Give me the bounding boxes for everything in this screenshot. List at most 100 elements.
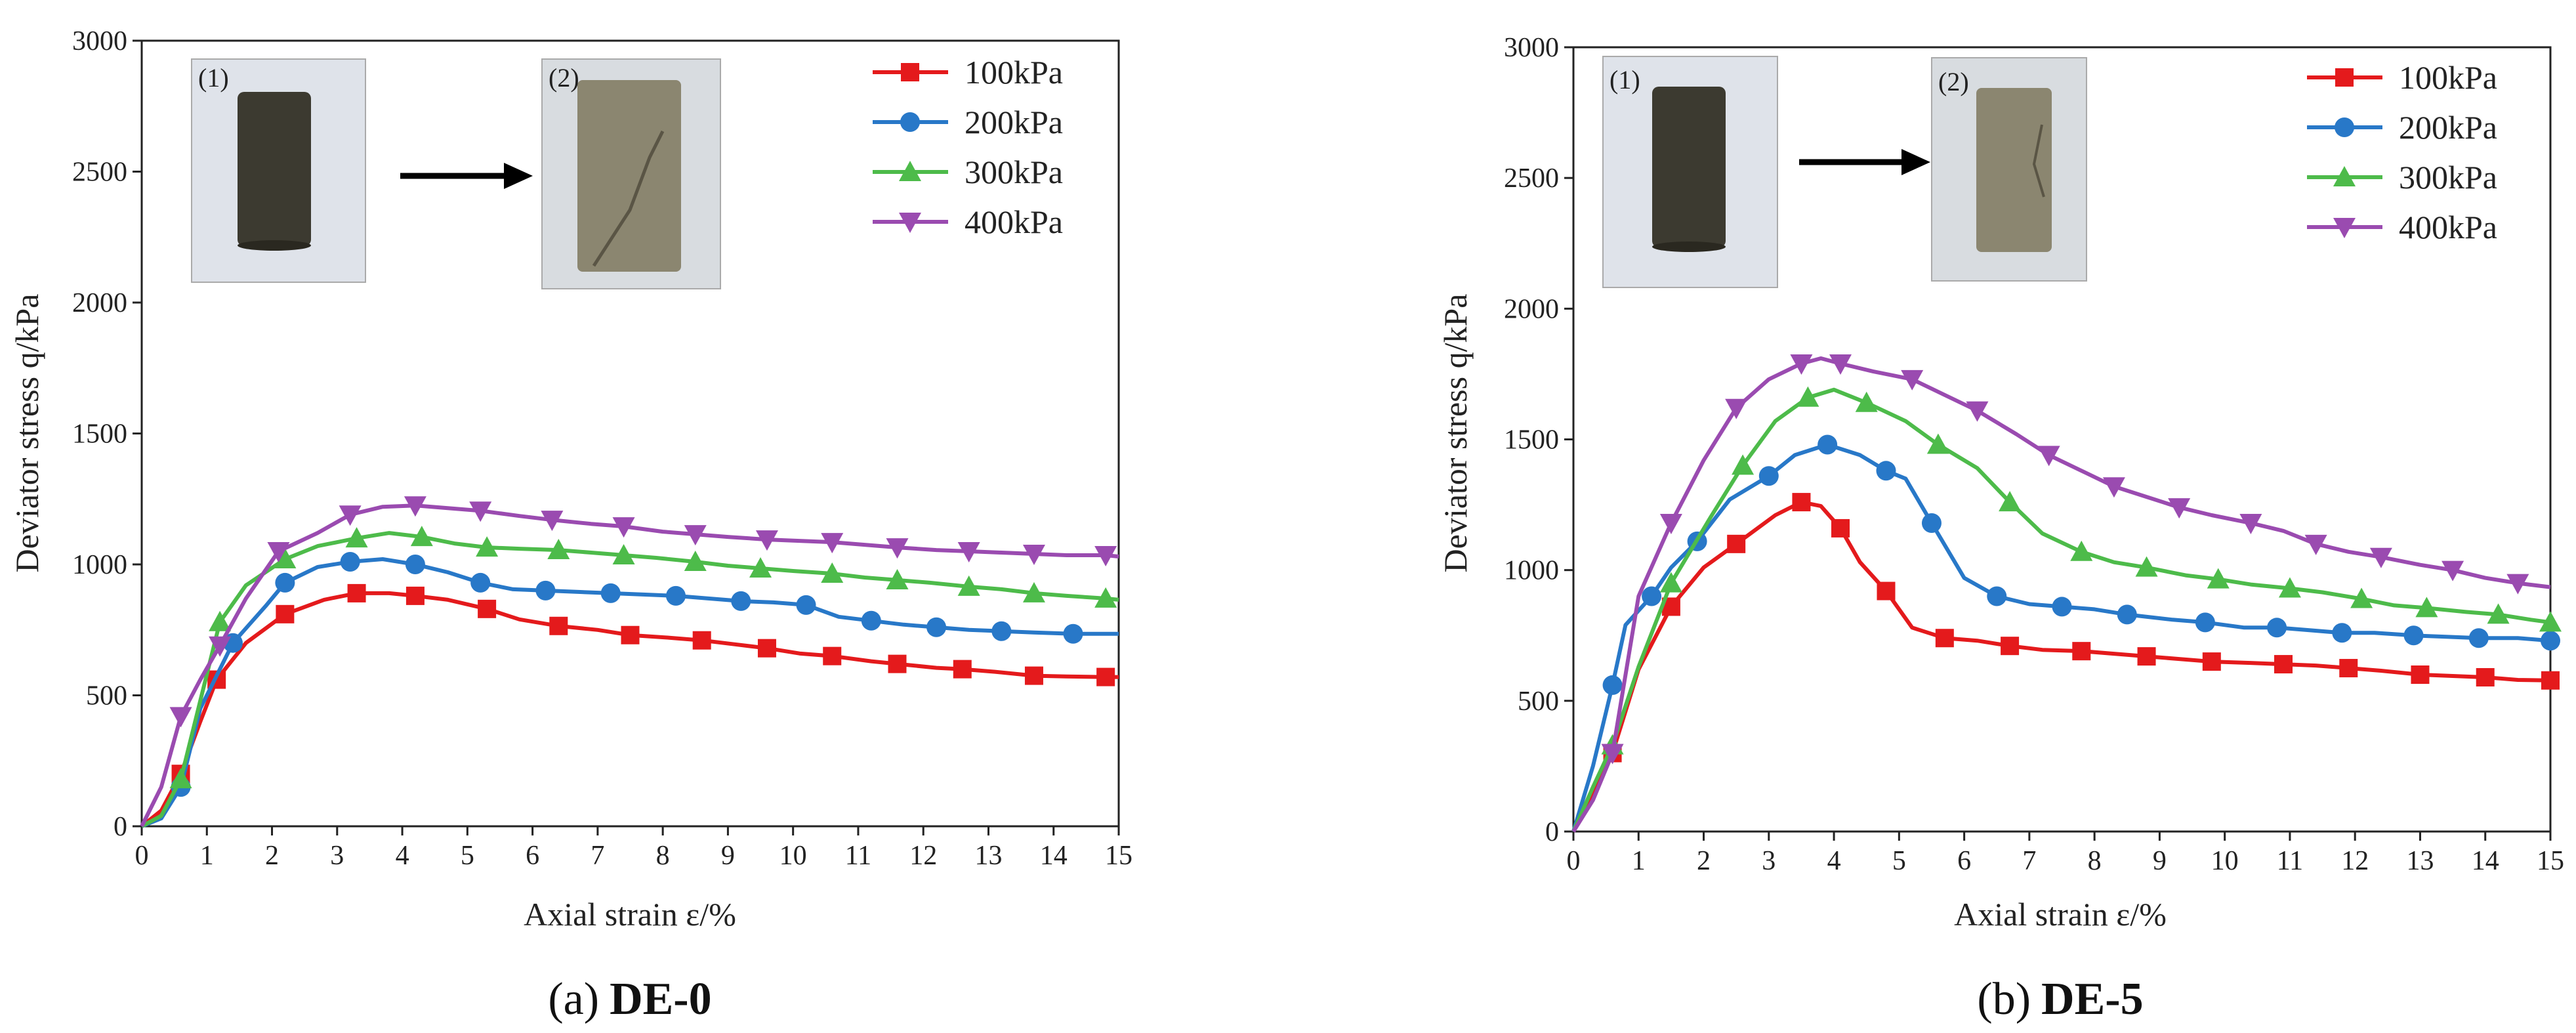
data-point xyxy=(2369,547,2392,568)
data-point xyxy=(2441,560,2464,581)
legend-marker xyxy=(2335,117,2354,137)
data-point xyxy=(2541,631,2560,651)
y-tick-label: 1500 xyxy=(1504,425,1559,455)
y-tick-label: 500 xyxy=(1518,686,1559,717)
data-point xyxy=(2476,667,2495,686)
data-point xyxy=(2468,628,2489,648)
legend-label: 300kPa xyxy=(2399,159,2497,196)
data-point xyxy=(478,599,497,618)
x-tick-label: 9 xyxy=(721,841,735,871)
y-tick-label: 0 xyxy=(1545,817,1559,847)
caption-name: DE-0 xyxy=(610,974,712,1024)
data-point xyxy=(209,636,232,657)
chart-panel-b: (1) (2) 0 1 2 3 4 5 6 7 8 9 10 11 12 13 14 150500100015… xyxy=(1437,33,2564,1024)
data-point xyxy=(888,654,907,673)
x-tick-label: 10 xyxy=(779,841,807,871)
inset-photo-failed: (2) xyxy=(1931,57,2087,282)
x-tick-label: 9 xyxy=(2153,846,2167,876)
x-axis-label: Axial strain ε/% xyxy=(524,896,736,933)
data-point xyxy=(757,639,776,658)
data-point xyxy=(1831,518,1850,538)
legend-marker xyxy=(899,213,921,233)
data-point xyxy=(2202,652,2221,671)
x-tick-label: 14 xyxy=(2472,846,2499,876)
data-point xyxy=(1096,667,1115,686)
data-point xyxy=(1725,398,1748,419)
x-tick-label: 1 xyxy=(200,841,214,871)
y-tick-label: 2000 xyxy=(1504,294,1559,324)
y-axis-label: Deviator stress q/kPa xyxy=(9,294,45,573)
data-point xyxy=(2070,540,2093,561)
legend-label: 400kPa xyxy=(2399,209,2497,245)
data-point xyxy=(1727,534,1746,553)
legend-marker xyxy=(901,63,919,81)
legend-label: 200kPa xyxy=(2399,109,2497,146)
data-point xyxy=(1790,354,1813,375)
x-tick-label: 7 xyxy=(2022,846,2036,876)
data-point xyxy=(1792,493,1811,512)
x-tick-label: 12 xyxy=(909,841,937,871)
series-line-300kPa xyxy=(1571,387,2551,833)
data-point xyxy=(1094,546,1117,567)
data-point xyxy=(2239,513,2262,534)
inset-photo-failed: (2) xyxy=(541,58,721,289)
data-point xyxy=(886,568,909,589)
data-point xyxy=(1999,491,2022,512)
data-point xyxy=(861,610,881,631)
x-tick-label: 5 xyxy=(1892,846,1906,876)
x-tick-label: 5 xyxy=(461,841,474,871)
data-point xyxy=(1022,545,1045,566)
y-tick-label: 0 xyxy=(114,812,127,842)
data-point xyxy=(2072,642,2091,661)
data-point xyxy=(169,768,192,789)
data-point xyxy=(347,583,366,602)
legend: 100kPa 200kPa 300kPa 400kPa xyxy=(2307,59,2497,245)
data-point xyxy=(267,542,290,563)
x-tick-label: 11 xyxy=(845,841,871,871)
data-point xyxy=(1659,513,1682,534)
inset-photo-intact: (1) xyxy=(1602,56,1778,288)
x-tick-label: 13 xyxy=(974,841,1002,871)
data-point xyxy=(2267,618,2287,638)
x-tick-label: 4 xyxy=(1827,846,1841,876)
data-point xyxy=(541,511,564,532)
data-point xyxy=(1966,401,1989,422)
inset-label-2: (2) xyxy=(549,63,579,93)
series-line-400kPa xyxy=(1571,356,2551,833)
x-tick-label: 2 xyxy=(1697,846,1711,876)
data-point xyxy=(796,595,816,615)
data-point xyxy=(2304,534,2327,555)
data-point xyxy=(600,583,621,603)
caption-prefix: (a) xyxy=(548,974,599,1024)
data-point xyxy=(2415,597,2438,618)
data-point xyxy=(340,552,360,572)
y-tick-label: 2500 xyxy=(1504,163,1559,194)
data-point xyxy=(339,505,362,526)
data-point xyxy=(2541,671,2560,690)
data-point xyxy=(2135,556,2158,577)
data-point xyxy=(612,517,635,538)
data-point xyxy=(2506,574,2529,595)
data-point xyxy=(823,646,842,665)
data-point xyxy=(345,527,368,548)
data-point xyxy=(2037,446,2060,467)
data-point xyxy=(2207,568,2230,589)
legend: 100kPa 200kPa 300kPa 400kPa xyxy=(873,54,1063,240)
x-tick-label: 2 xyxy=(265,841,279,871)
legend-label: 100kPa xyxy=(2399,59,2497,96)
y-tick-label: 1000 xyxy=(72,550,127,580)
data-point xyxy=(612,544,635,565)
data-point xyxy=(1877,581,1896,601)
x-tick-label: 8 xyxy=(2088,846,2102,876)
data-point xyxy=(1601,744,1624,765)
data-point xyxy=(1987,586,2007,606)
inset-arrow xyxy=(1799,149,1930,175)
data-point xyxy=(2117,604,2137,625)
data-point xyxy=(2350,587,2373,608)
data-point xyxy=(2487,603,2510,624)
data-point xyxy=(1024,666,1043,685)
data-point xyxy=(404,496,426,517)
x-tick-label: 6 xyxy=(526,841,539,871)
data-point xyxy=(276,604,295,623)
